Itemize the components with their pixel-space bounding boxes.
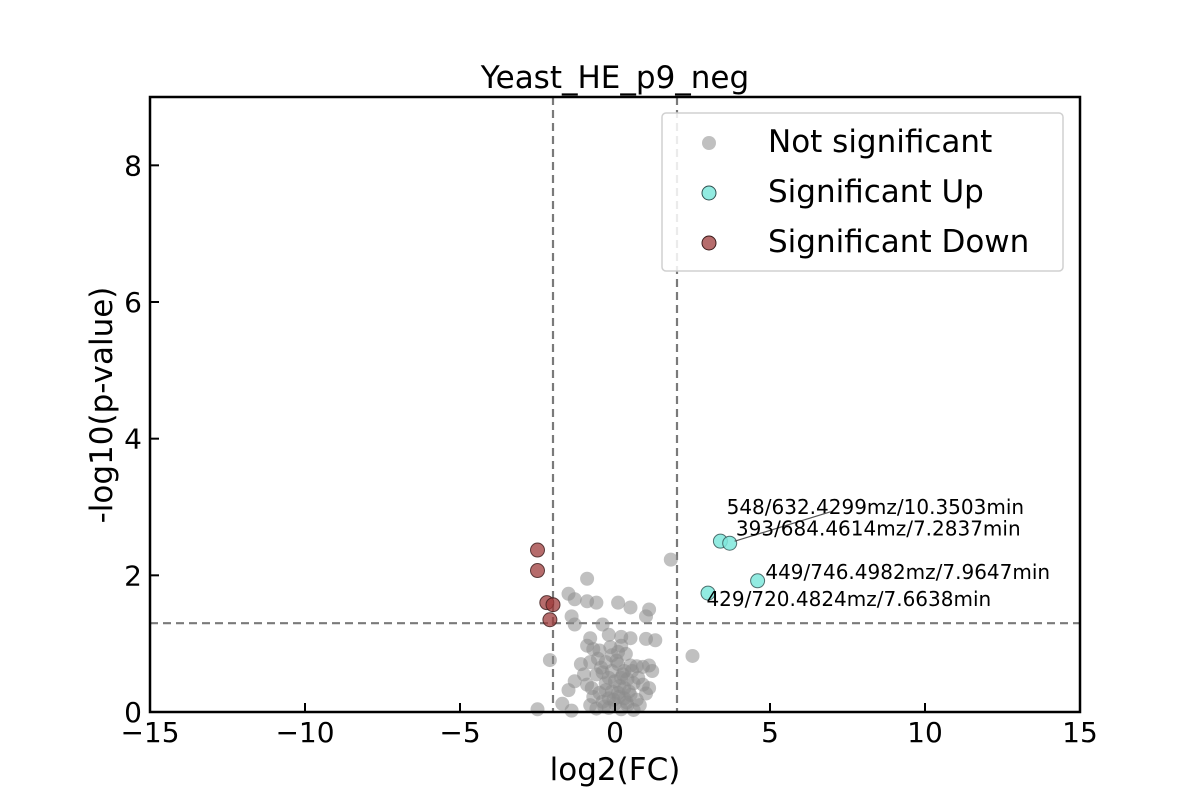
y-tick-label: 4 — [124, 423, 142, 456]
x-tick-label: 10 — [907, 716, 943, 749]
data-point-not-significant — [542, 653, 557, 668]
x-axis-title: log2(FC) — [550, 752, 681, 788]
y-tick-label: 0 — [124, 696, 142, 729]
data-point-not-significant — [618, 646, 633, 661]
data-point-not-significant — [639, 609, 653, 624]
y-tick-label: 6 — [124, 286, 142, 319]
axis-ticks: −15 −10 −5 0 5 10 15 0 2 4 6 8 — [120, 149, 1097, 749]
x-tick-label: −10 — [275, 716, 334, 749]
data-point-not-significant — [601, 627, 616, 642]
data-point-not-significant — [567, 617, 582, 632]
legend-label-significant-down: Significant Down — [768, 224, 1029, 260]
data-point-significant-down — [530, 542, 545, 558]
data-point-not-significant — [645, 664, 660, 678]
legend-marker-significant-down — [701, 235, 717, 251]
data-point-not-significant — [590, 651, 605, 666]
data-point-not-significant — [564, 703, 579, 718]
data-point-not-significant — [580, 594, 595, 609]
data-point-significant-down — [542, 612, 558, 628]
point-annotation-label: 393/684.4614mz/7.2837min — [736, 517, 1021, 541]
data-point-not-significant — [603, 640, 618, 655]
y-tick-label: 8 — [124, 149, 142, 182]
data-point-not-significant — [595, 617, 610, 632]
point-annotations: 548/632.4299mz/10.3503min393/684.4614mz/… — [706, 495, 1050, 611]
legend-label-not-significant: Not significant — [768, 124, 992, 160]
point-annotation-label: 548/632.4299mz/10.3503min — [727, 495, 1024, 519]
point-annotation-label: 429/720.4824mz/7.6638min — [706, 587, 991, 611]
data-point-not-significant — [580, 571, 595, 586]
data-point-not-significant — [648, 633, 663, 648]
data-point-not-significant — [631, 670, 646, 685]
data-point-not-significant — [685, 648, 700, 663]
data-point-not-significant — [621, 684, 636, 699]
chart-title: Yeast_HE_p9_neg — [480, 60, 749, 96]
data-point-significant-up — [722, 535, 738, 551]
data-point-not-significant — [663, 552, 678, 567]
x-tick-label: 15 — [1062, 716, 1098, 749]
annotation-leader-line — [734, 511, 832, 542]
data-point-not-significant — [623, 631, 638, 646]
data-point-not-significant — [573, 657, 588, 672]
data-point-not-significant — [530, 702, 545, 717]
legend-marker-significant-up — [701, 185, 717, 201]
legend: Not significant Significant Up Significa… — [661, 112, 1064, 272]
data-point-not-significant — [597, 699, 612, 714]
data-point-significant-down — [545, 597, 561, 613]
y-tick-label: 2 — [124, 559, 142, 592]
x-tick-label: −15 — [120, 716, 179, 749]
data-point-not-significant — [623, 600, 638, 615]
data-point-significant-up — [750, 573, 766, 589]
x-tick-label: 0 — [606, 716, 624, 749]
data-point-not-significant — [598, 676, 613, 691]
x-tick-label: 5 — [761, 716, 779, 749]
data-point-significant-up — [700, 585, 716, 601]
data-points — [530, 533, 766, 718]
legend-label-significant-up: Significant Up — [768, 174, 984, 210]
point-annotation-label: 449/746.4982mz/7.9647min — [765, 560, 1050, 584]
y-axis-title: -log10(p-value) — [84, 287, 120, 524]
data-point-not-significant — [561, 683, 576, 698]
data-point-not-significant — [567, 592, 582, 607]
data-point-not-significant — [611, 595, 626, 610]
x-tick-label: −5 — [439, 716, 480, 749]
data-point-significant-down — [530, 563, 545, 579]
legend-marker-not-significant — [702, 136, 716, 150]
data-point-not-significant — [584, 681, 599, 696]
legend-box — [661, 112, 1064, 272]
data-point-not-significant — [619, 695, 634, 710]
